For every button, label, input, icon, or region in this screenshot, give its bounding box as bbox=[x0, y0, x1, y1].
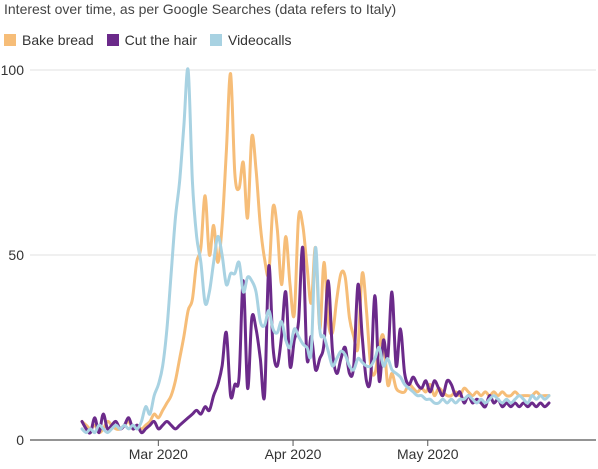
legend-label-videocalls: Videocalls bbox=[227, 32, 292, 48]
x-tick-label: Mar 2020 bbox=[129, 446, 188, 462]
y-tick-label: 50 bbox=[8, 247, 24, 263]
legend-item-cut-the-hair[interactable]: Cut the hair bbox=[106, 32, 197, 48]
legend-item-videocalls[interactable]: Videocalls bbox=[209, 32, 292, 48]
series-layer bbox=[80, 67, 551, 435]
series-line-videocalls bbox=[80, 67, 551, 435]
legend-swatch-videocalls bbox=[209, 34, 222, 46]
tick-layer: 0 50 100 Mar 2020 Apr 2020 May 2020 bbox=[1, 62, 459, 462]
x-tick-label: May 2020 bbox=[397, 446, 459, 462]
chart-subtitle: Interest over time, as per Google Search… bbox=[4, 1, 397, 17]
chart-legend: Bake bread Cut the hair Videocalls bbox=[4, 32, 305, 48]
x-tick-label: Apr 2020 bbox=[265, 446, 322, 462]
legend-label-bake-bread: Bake bread bbox=[22, 32, 94, 48]
legend-swatch-cut-the-hair bbox=[106, 34, 119, 46]
legend-swatch-bake-bread bbox=[4, 34, 16, 46]
y-tick-label: 100 bbox=[1, 62, 25, 78]
legend-label-cut-the-hair: Cut the hair bbox=[124, 32, 197, 48]
legend-item-bake-bread[interactable]: Bake bread bbox=[4, 32, 94, 48]
y-tick-label: 0 bbox=[16, 432, 24, 448]
